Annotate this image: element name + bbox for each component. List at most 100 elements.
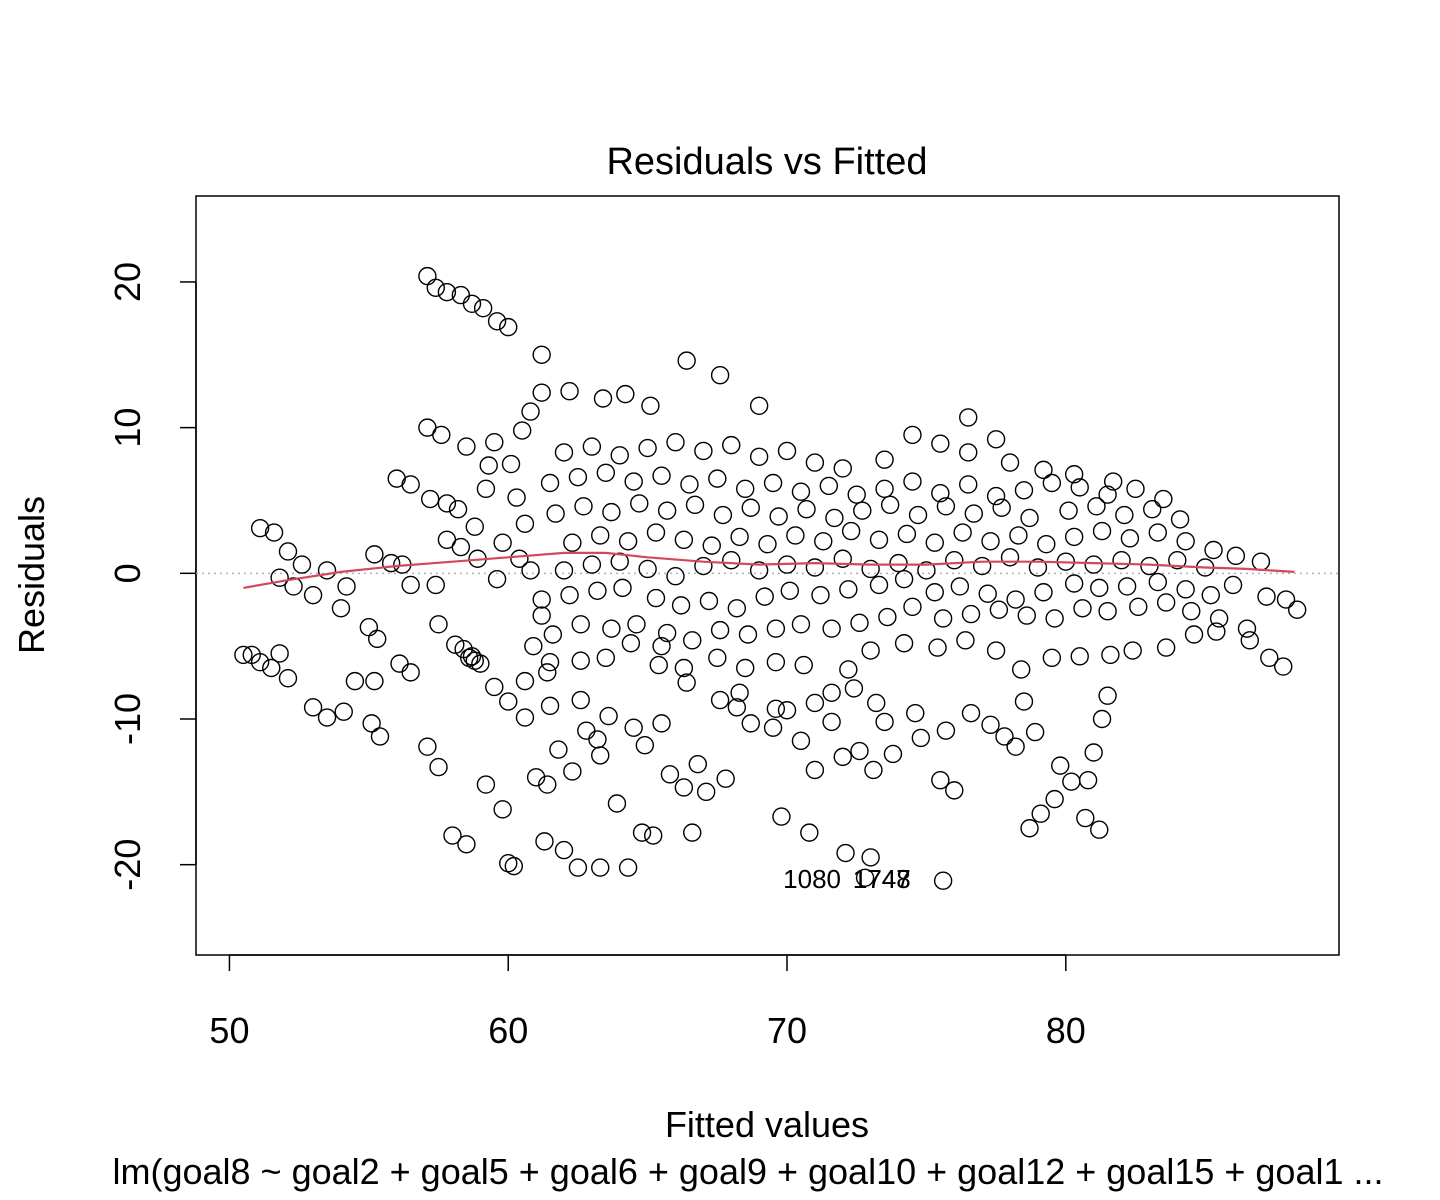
- residual-point: [933, 609, 953, 628]
- residual-point: [278, 542, 298, 561]
- residual-point: [1017, 606, 1036, 625]
- residual-point: [833, 747, 852, 767]
- residual-point: [337, 577, 356, 596]
- residual-point: [549, 740, 568, 759]
- y-tick-label: -20: [107, 839, 148, 891]
- residual-point: [908, 505, 928, 525]
- residual-point: [401, 663, 420, 682]
- residual-point: [855, 868, 875, 887]
- residual-point: [577, 721, 596, 740]
- residual-point: [638, 438, 657, 458]
- residual-point: [797, 500, 816, 519]
- residual-point: [649, 655, 668, 675]
- residual-point: [917, 561, 936, 580]
- residual-point: [735, 479, 755, 499]
- residual-point: [560, 585, 579, 605]
- residual-point: [959, 475, 978, 494]
- y-axis: -20 -10 0 10 20: [107, 262, 197, 891]
- residual-point: [811, 585, 830, 605]
- residual-point: [1129, 597, 1148, 617]
- residual-point: [777, 441, 797, 461]
- residual-point: [825, 508, 844, 528]
- residual-point: [591, 858, 610, 877]
- residual-point: [945, 551, 964, 570]
- residual-point: [487, 569, 507, 589]
- residual-point: [487, 312, 507, 331]
- residual-point: [925, 533, 944, 552]
- residual-point: [688, 754, 708, 774]
- residual-point: [875, 712, 894, 732]
- residual-point: [540, 473, 560, 493]
- residual-point: [936, 721, 956, 740]
- residual-point: [532, 345, 551, 364]
- residual-point: [499, 317, 518, 337]
- residual-point: [571, 690, 590, 710]
- residual-point: [652, 636, 671, 656]
- residual-point: [1120, 529, 1140, 548]
- residual-point: [674, 778, 694, 797]
- residual-point: [1051, 756, 1070, 775]
- residual-point: [1037, 534, 1056, 554]
- residual-point: [465, 517, 484, 536]
- residual-point: [543, 625, 563, 644]
- residual-point: [624, 472, 643, 491]
- y-tick-label: 10: [107, 408, 148, 448]
- residual-point: [359, 618, 379, 637]
- y-tick-label: 0: [107, 563, 148, 583]
- residual-point: [1148, 523, 1167, 542]
- residual-point: [501, 454, 521, 474]
- residual-point: [638, 559, 657, 579]
- residual-point: [593, 389, 613, 408]
- x-tick-label: 60: [488, 1010, 528, 1051]
- residual-point: [730, 527, 749, 547]
- residual-point: [264, 523, 284, 542]
- residual-point: [571, 615, 590, 634]
- residual-point: [1070, 647, 1089, 666]
- residual-point: [437, 494, 457, 513]
- residual-point: [1042, 473, 1062, 493]
- residual-point: [931, 770, 950, 790]
- residual-point: [660, 765, 680, 784]
- residual-point: [791, 615, 811, 634]
- residual-point: [1078, 770, 1098, 790]
- residual-point: [437, 282, 457, 302]
- residual-point: [618, 532, 638, 551]
- residual-point: [560, 382, 579, 401]
- residual-point: [1257, 587, 1276, 606]
- residual-point: [894, 634, 914, 653]
- residual-point: [786, 526, 805, 545]
- residual-point: [749, 561, 769, 580]
- residual-point: [532, 383, 551, 402]
- residual-point: [1009, 526, 1028, 545]
- residual-point: [903, 425, 922, 445]
- residual-point: [1184, 625, 1204, 644]
- residual-point: [641, 396, 660, 415]
- residual-point: [841, 521, 861, 541]
- residual-point: [959, 408, 978, 427]
- residual-point: [1168, 551, 1187, 570]
- residual-point: [972, 556, 992, 576]
- residual-point: [1176, 580, 1195, 599]
- residual-point: [426, 278, 445, 297]
- residual-point: [925, 583, 944, 602]
- x-tick-label: 70: [767, 1010, 807, 1051]
- residual-point: [1006, 590, 1025, 609]
- residual-point: [1126, 479, 1145, 499]
- residual-point: [710, 365, 730, 385]
- residual-point: [1226, 546, 1246, 566]
- residual-point: [1207, 622, 1226, 641]
- residual-point: [632, 823, 652, 842]
- residual-point: [758, 534, 777, 554]
- y-tick-label: -10: [107, 693, 148, 745]
- residual-point: [936, 497, 956, 516]
- residual-point: [1064, 527, 1084, 547]
- residual-point: [1073, 599, 1092, 618]
- residual-point: [800, 823, 819, 842]
- residual-point: [532, 590, 551, 609]
- residual-point: [844, 679, 864, 698]
- residual-point: [563, 762, 582, 781]
- residual-point: [722, 551, 741, 570]
- residual-point: [429, 757, 448, 777]
- residual-point: [928, 638, 947, 657]
- residual-point: [1240, 631, 1259, 650]
